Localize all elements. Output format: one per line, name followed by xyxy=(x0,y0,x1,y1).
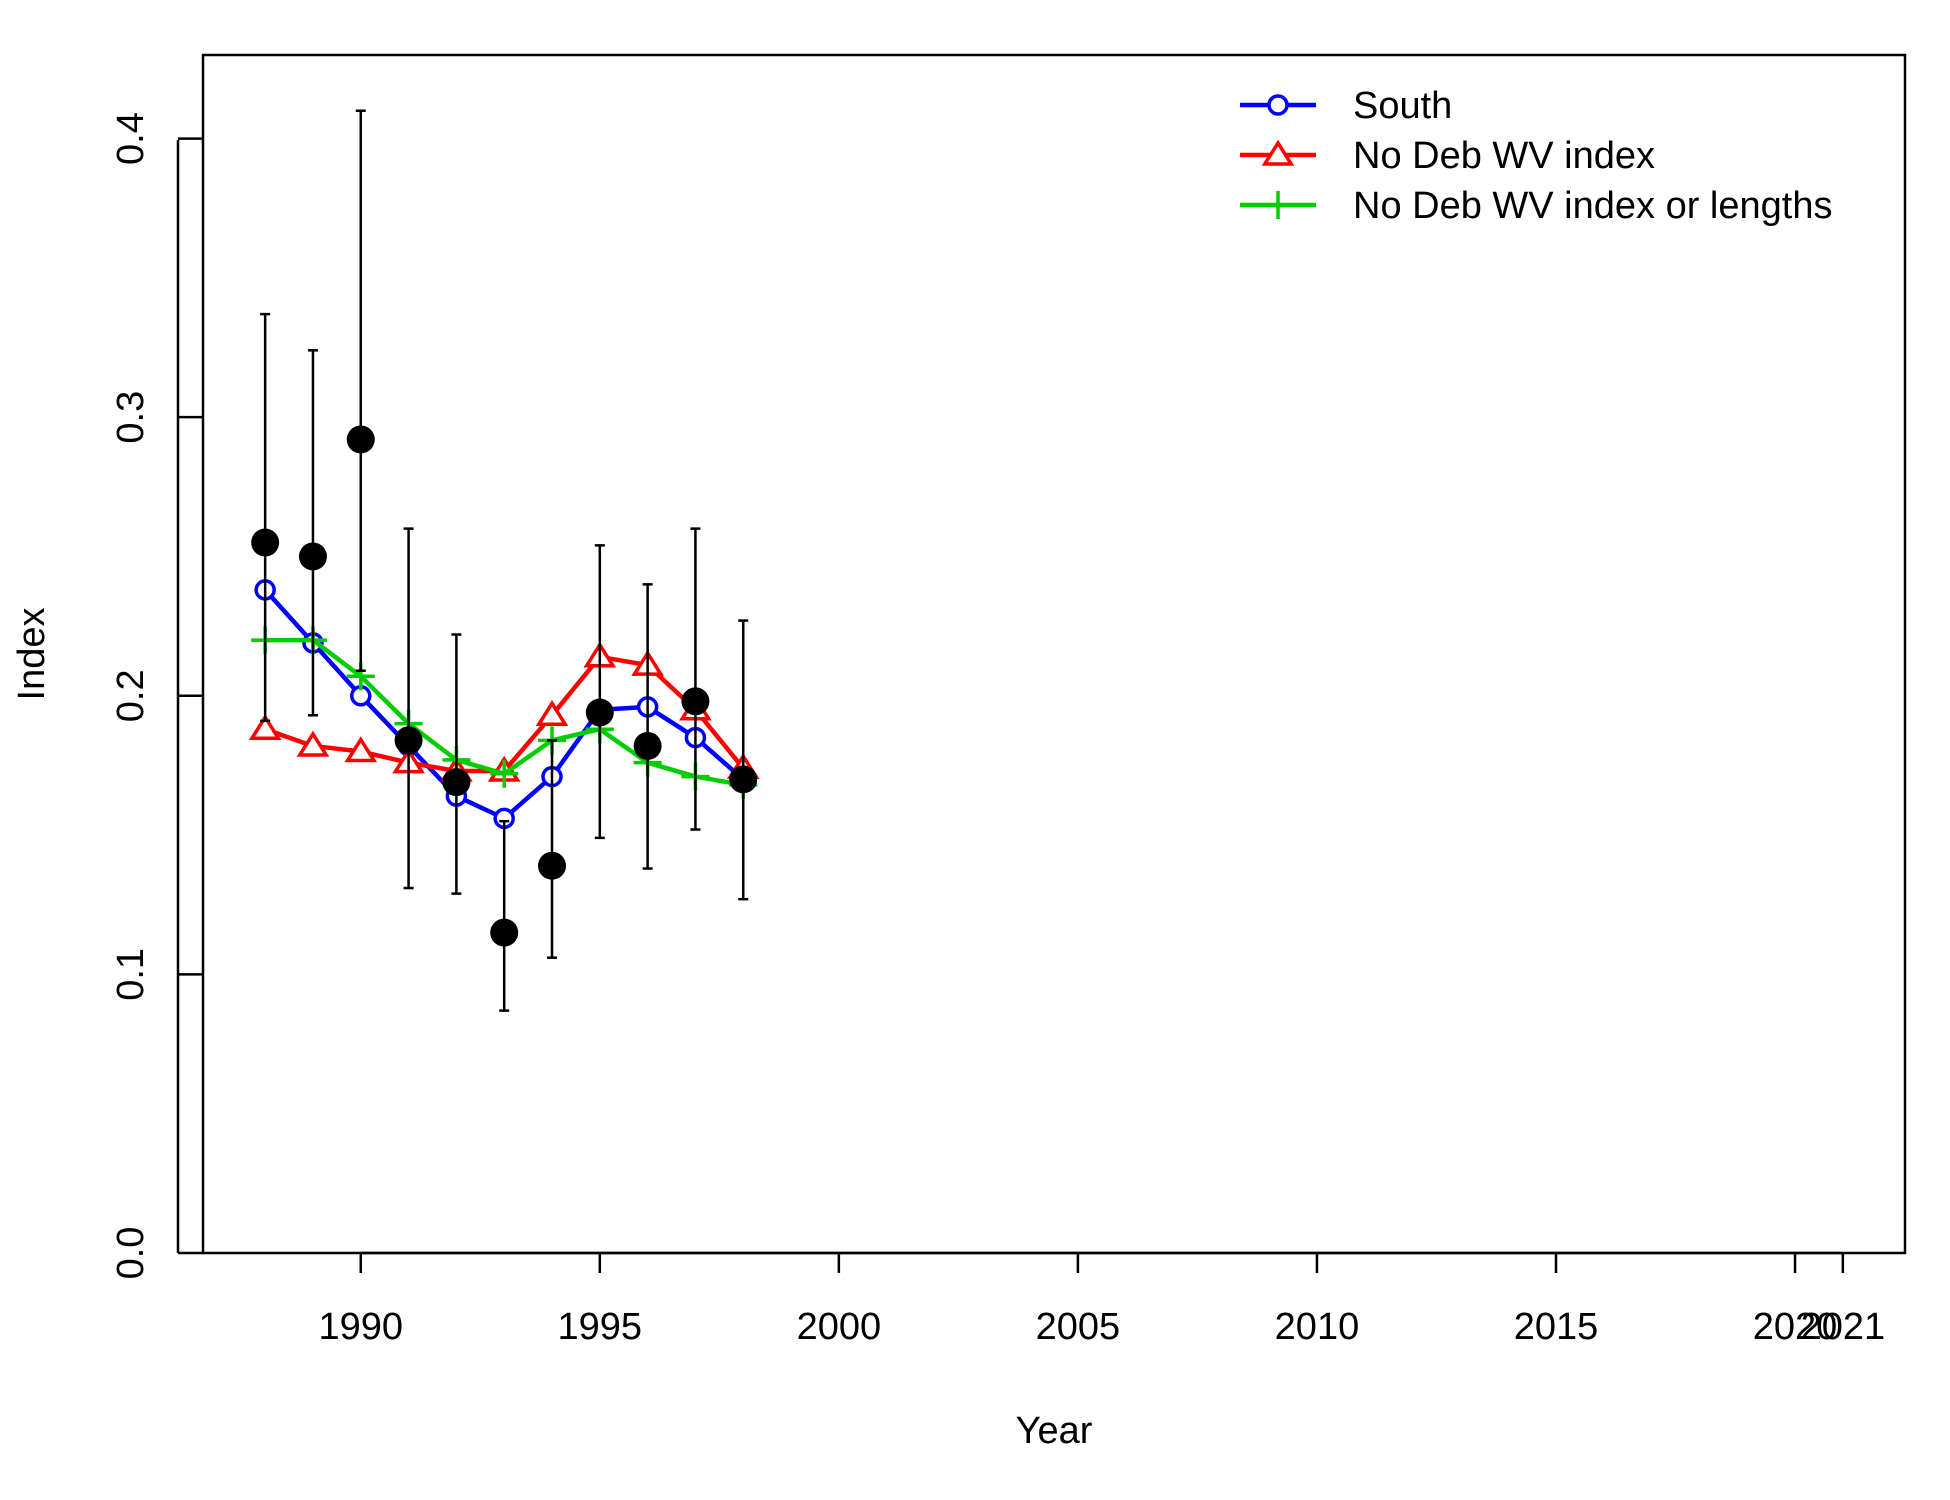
series-line-2 xyxy=(264,654,745,774)
y-tick-label-0.2: 0.2 xyxy=(110,669,152,722)
y-tick-label-0.1: 0.1 xyxy=(110,948,152,1001)
x-tick-label-2000: 2000 xyxy=(797,1306,882,1348)
observed-point-1998 xyxy=(729,765,758,794)
series-2-point-1988 xyxy=(248,713,282,740)
observed-point-1996 xyxy=(633,731,662,760)
legend-marker-2 xyxy=(1261,139,1295,166)
observed-point-1990 xyxy=(346,425,375,454)
y-axis-title: Index xyxy=(11,608,53,701)
observed-point-1994 xyxy=(538,851,567,880)
series-2-point-1990 xyxy=(344,736,378,763)
x-axis-title: Year xyxy=(1016,1410,1093,1452)
x-tick-label-2010: 2010 xyxy=(1275,1306,1360,1348)
observed-point-1997 xyxy=(681,687,710,716)
series-layer xyxy=(248,579,760,830)
observed-point-1989 xyxy=(298,542,327,571)
observed-point-1993 xyxy=(490,918,519,947)
series-1 xyxy=(254,579,754,830)
series-2-point-1989 xyxy=(296,730,330,757)
series-2-point-1994 xyxy=(535,700,569,727)
x-tick-label-2015: 2015 xyxy=(1514,1306,1599,1348)
legend-label-1: South xyxy=(1353,85,1452,127)
observed-layer xyxy=(251,109,758,1012)
x-tick-label-1990: 1990 xyxy=(318,1306,403,1348)
series-3 xyxy=(251,626,758,799)
y-tick-label-0.0: 0.0 xyxy=(110,1227,152,1280)
legend: South No Deb WV index No Deb WV index or l… xyxy=(1240,85,1832,227)
legend-marker-1 xyxy=(1267,94,1289,116)
y-axis-ticks: 0.0 0.1 0.2 0.3 0.4 xyxy=(110,112,203,1279)
x-tick-label-2021: 2021 xyxy=(1801,1306,1886,1348)
plot-frame xyxy=(201,53,1907,1255)
observed-point-1995 xyxy=(585,698,614,727)
y-tick-label-0.4: 0.4 xyxy=(110,112,152,165)
legend-label-3: No Deb WV index or lengths xyxy=(1353,185,1832,227)
observed-point-1992 xyxy=(442,768,471,797)
x-tick-label-2005: 2005 xyxy=(1036,1306,1121,1348)
y-tick-label-0.3: 0.3 xyxy=(110,391,152,444)
observed-point-1991 xyxy=(394,726,423,755)
observed-point-1988 xyxy=(251,528,280,557)
legend-marker-3 xyxy=(1264,191,1292,219)
legend-label-2: No Deb WV index xyxy=(1353,135,1655,177)
x-tick-label-2020: 2020 xyxy=(1753,1306,1838,1348)
series-2 xyxy=(248,641,760,782)
x-tick-label-1995: 1995 xyxy=(558,1306,643,1348)
series-3-point-1993 xyxy=(490,759,519,788)
